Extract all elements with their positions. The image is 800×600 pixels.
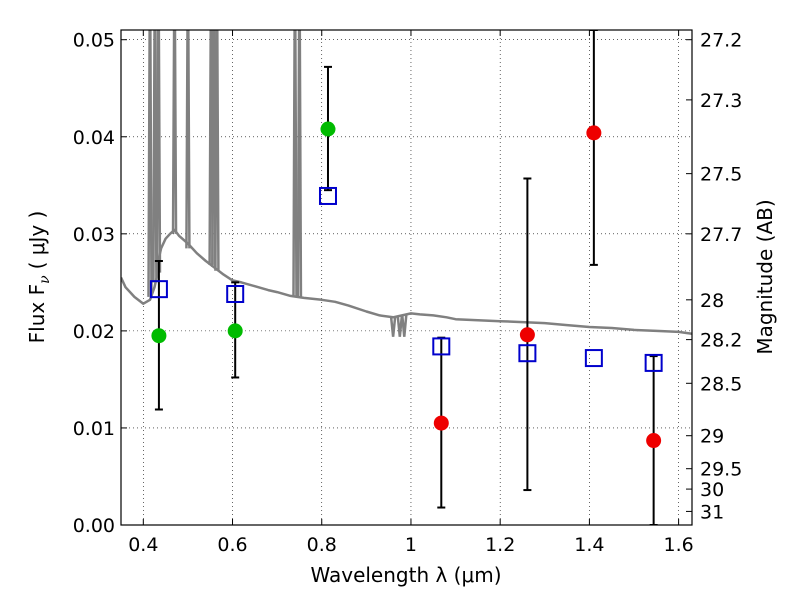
data-series — [121, 30, 692, 525]
axis-ticks: 0.4 0.6 0.8 1 1.2 1.4 1.6 0.00 0.01 0.02 0.03 0.04 0… — [73, 30, 743, 556]
mag-tick-label: 28.2 — [700, 330, 742, 352]
mag-tick-label: 29 — [700, 426, 724, 448]
emission-line — [185, 30, 191, 249]
upper-limit-point — [586, 125, 602, 141]
model-photometry-point — [432, 337, 451, 356]
model-photometry-point — [518, 344, 537, 363]
detection-point — [151, 328, 167, 344]
absorption-line — [401, 315, 408, 337]
emission-line — [152, 30, 158, 283]
mag-tick-label: 28 — [700, 290, 724, 312]
emission-line — [214, 30, 220, 271]
model-photometry-point — [584, 349, 603, 368]
upper-limit-point — [433, 415, 449, 431]
y-tick-label: 0.00 — [73, 515, 115, 537]
x-axis-title: Wavelength λ (μm) — [310, 563, 501, 587]
emission-line — [147, 30, 153, 297]
absorption-line — [396, 316, 404, 337]
y-tick-label: 0.04 — [73, 127, 115, 149]
y-tick-label: 0.01 — [73, 418, 115, 440]
mag-tick-label: 27.5 — [700, 164, 742, 186]
emission-line — [155, 30, 162, 273]
x-tick-label: 1 — [405, 534, 417, 556]
y-tick-label: 0.05 — [73, 30, 115, 52]
plot-area — [121, 30, 692, 525]
x-tick-label: 1.4 — [574, 534, 604, 556]
mag-tick-label: 27.2 — [700, 30, 742, 52]
detection-point — [320, 121, 336, 137]
x-tick-label: 0.4 — [128, 534, 158, 556]
y-tick-label: 0.03 — [73, 224, 115, 246]
model-photometry-point — [149, 280, 168, 299]
emission-line — [171, 30, 178, 234]
model-photometry-point — [318, 186, 337, 205]
y-tick-label: 0.02 — [73, 321, 115, 343]
mag-tick-label: 29.5 — [700, 459, 742, 481]
model-photometry-point — [644, 353, 663, 372]
mag-tick-label: 31 — [700, 501, 724, 523]
plot-frame — [120, 29, 693, 526]
mag-tick-label: 27.3 — [700, 90, 742, 112]
emission-line — [292, 30, 298, 296]
emission-line — [296, 30, 303, 297]
absorption-line — [389, 317, 397, 337]
upper-limit-point — [519, 327, 535, 343]
mag-tick-label: 30 — [700, 479, 724, 501]
y-axis-title: Flux Fν( μJy ) — [25, 211, 53, 344]
mag-tick-label: 27.7 — [700, 224, 742, 246]
x-tick-label: 1.6 — [664, 534, 694, 556]
upper-limit-point — [646, 433, 662, 449]
mag-tick-label: 28.5 — [700, 373, 742, 395]
detection-point — [227, 323, 243, 339]
grid-lines — [121, 30, 692, 526]
x-tick-label: 1.2 — [485, 534, 515, 556]
secondary-y-axis-title: Magnitude (AB) — [753, 199, 777, 354]
model-photometry-point — [226, 285, 245, 303]
x-tick-label: 0.8 — [307, 534, 337, 556]
x-tick-label: 0.6 — [217, 534, 247, 556]
